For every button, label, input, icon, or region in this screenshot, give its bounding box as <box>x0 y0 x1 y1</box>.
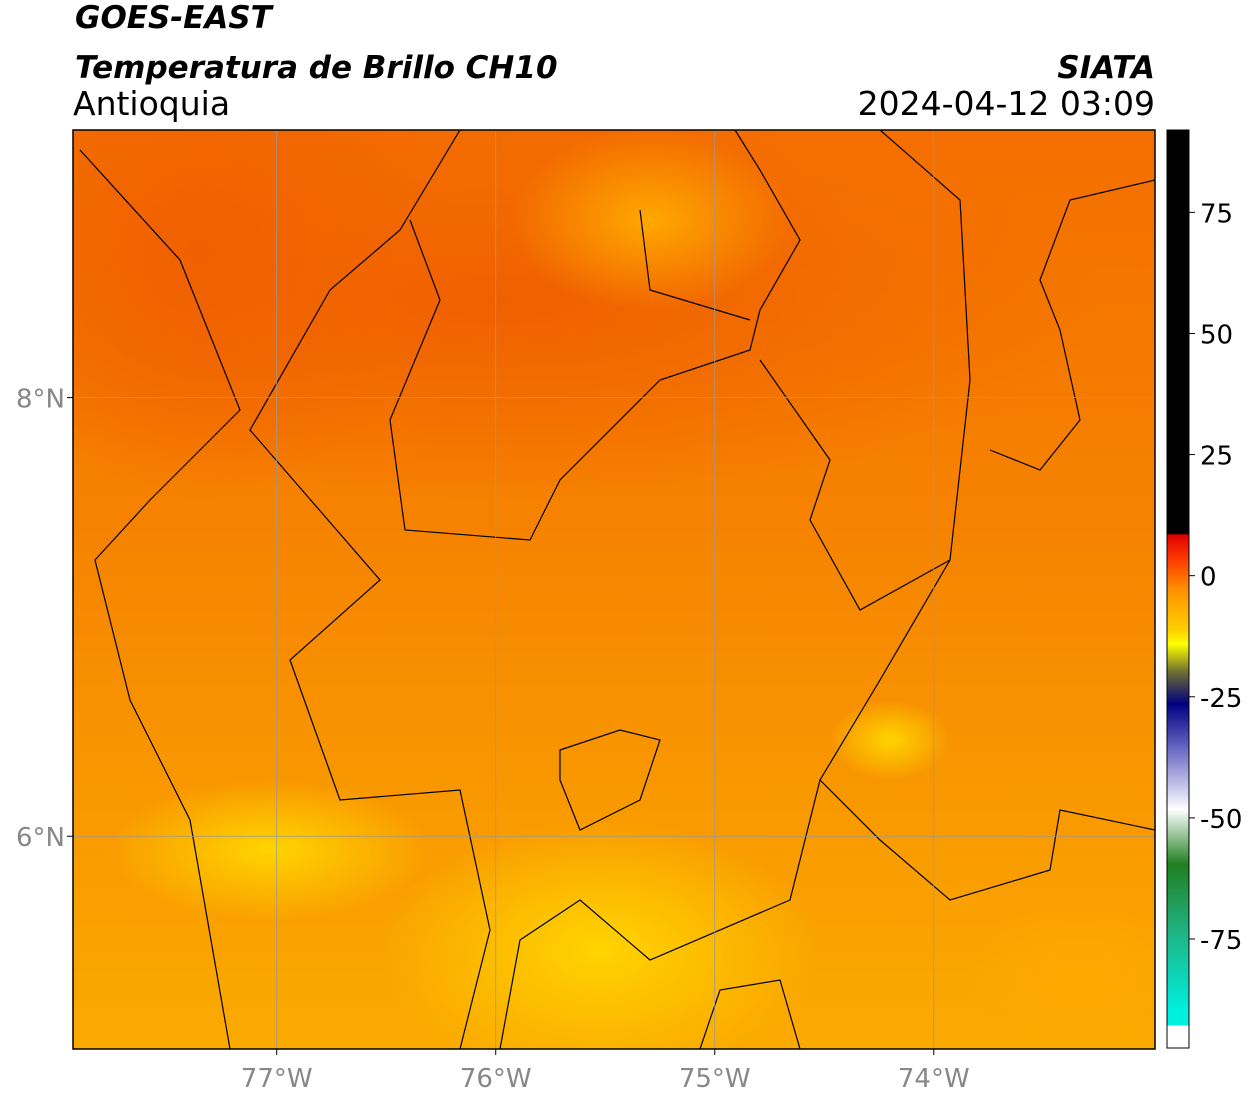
product: Temperatura de Brillo CH10 <box>75 50 558 86</box>
colorbar-tick-label: 50 <box>1200 320 1233 350</box>
colorbar-tick-label: -75 <box>1200 926 1242 956</box>
colorbar-tick-label: 75 <box>1200 199 1233 229</box>
map-raster <box>73 130 1155 1049</box>
x-tick-label: 74°W <box>898 1064 970 1094</box>
colorbar-tick-label: -50 <box>1200 805 1242 835</box>
source: SIATA <box>1057 50 1155 86</box>
colorbar-tick-label: -25 <box>1200 684 1242 714</box>
region: Antioquia <box>73 84 230 123</box>
y-tick-label: 6°N <box>16 823 65 853</box>
x-tick-label: 77°W <box>241 1064 313 1094</box>
x-tick-label: 76°W <box>460 1064 532 1094</box>
y-tick-label: 8°N <box>16 385 65 415</box>
title: GOES-EAST <box>75 0 275 36</box>
colorbar-tick-label: 0 <box>1200 563 1217 593</box>
map-frame <box>72 129 1156 1050</box>
colorbar-tick-label: 25 <box>1200 442 1233 472</box>
datetime: 2024-04-12 03:09 <box>858 84 1155 123</box>
colorbar <box>1166 129 1190 1049</box>
x-tick-label: 75°W <box>679 1064 751 1094</box>
